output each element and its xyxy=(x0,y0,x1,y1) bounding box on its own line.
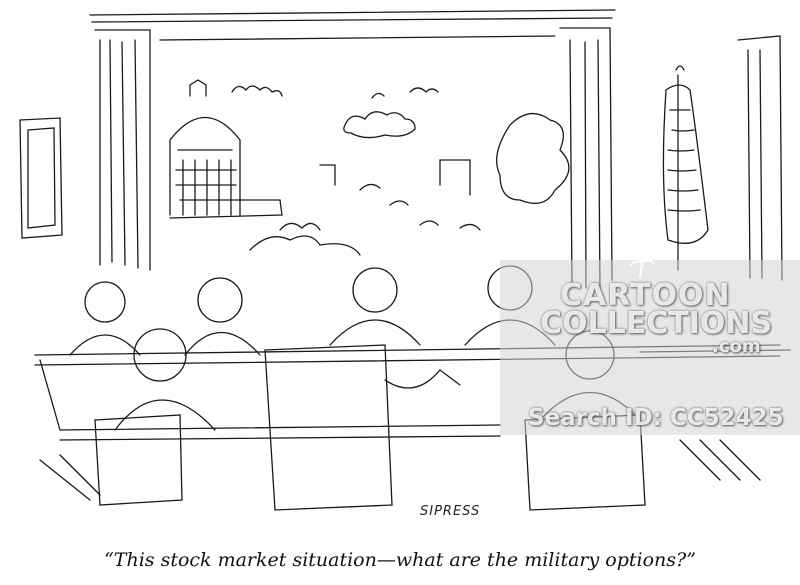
capitol-dome xyxy=(169,79,283,219)
artist-signature: SIPRESS xyxy=(420,504,481,519)
cartoon-caption: “This stock market situation—what are th… xyxy=(104,549,696,571)
chair-center-front xyxy=(264,344,393,511)
flag xyxy=(662,65,709,271)
figure-center xyxy=(329,267,421,346)
watermark-palm-icon xyxy=(629,251,655,279)
cartoon-illustration xyxy=(19,9,800,511)
watermark-panel xyxy=(500,260,800,435)
figure-back-left xyxy=(69,281,141,356)
watermark-cartoon: CARTOON xyxy=(560,278,731,313)
figure-glasses-center-left xyxy=(184,277,261,356)
wall-portrait xyxy=(19,117,63,239)
watermark-search-id: Search ID: CC52425 xyxy=(528,405,784,431)
watermark-collections: COLLECTIONS xyxy=(540,306,773,341)
watermark-dotcom: .com xyxy=(712,336,761,357)
floor-hatching xyxy=(39,439,761,501)
clouds xyxy=(231,85,439,139)
window-frame xyxy=(89,9,616,291)
right-window xyxy=(737,35,783,281)
trees xyxy=(249,113,570,256)
figure-pointing xyxy=(384,369,461,389)
figure-woman-writing xyxy=(94,328,216,506)
